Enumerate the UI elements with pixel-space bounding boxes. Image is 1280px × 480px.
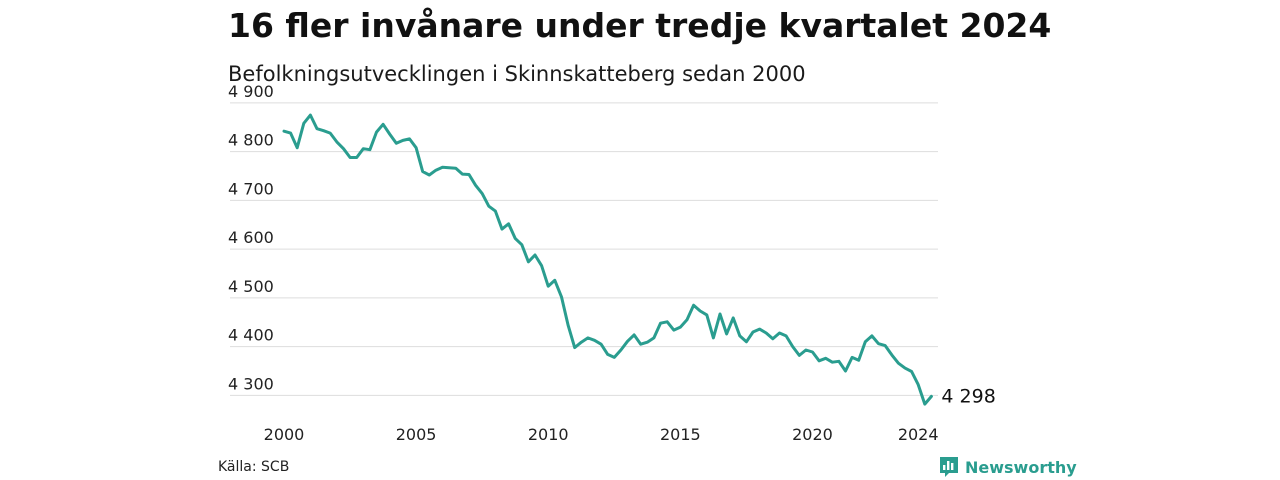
brand-logo[interactable]: Newsworthy	[938, 456, 1077, 478]
y-tick-label: 4 300	[228, 374, 274, 393]
y-tick-label: 4 800	[228, 131, 274, 150]
y-tick-label: 4 500	[228, 277, 274, 296]
gridlines	[230, 102, 938, 396]
chart-title: 16 fler invånare under tredje kvartalet …	[228, 6, 1052, 45]
x-tick-label: 2010	[528, 425, 569, 444]
x-tick-label: 2024	[898, 425, 939, 444]
y-axis-ticks: 4 300 4 400 4 500 4 600 4 700 4 800 4 900	[228, 82, 274, 394]
x-tick-label: 2000	[264, 425, 305, 444]
x-tick-label: 2020	[792, 425, 833, 444]
x-axis-ticks: 2000 2005 2010 2015 2020 2024	[264, 425, 939, 444]
y-tick-label: 4 400	[228, 326, 274, 345]
bar-chart-logo-icon	[940, 457, 958, 477]
series-layer	[282, 113, 933, 406]
brand-name: Newsworthy	[965, 457, 1077, 477]
y-tick-label: 4 600	[228, 228, 274, 247]
chart-subtitle: Befolkningsutvecklingen i Skinnskatteber…	[228, 62, 806, 86]
source-note: Källa: SCB	[218, 459, 290, 475]
annotation-layer: 4 298	[941, 385, 995, 407]
end-value-label: 4 298	[941, 385, 995, 407]
x-tick-label: 2005	[396, 425, 437, 444]
y-tick-label: 4 700	[228, 179, 274, 198]
series-line	[282, 113, 933, 406]
x-tick-label: 2015	[660, 425, 701, 444]
y-tick-label: 4 900	[228, 82, 274, 101]
